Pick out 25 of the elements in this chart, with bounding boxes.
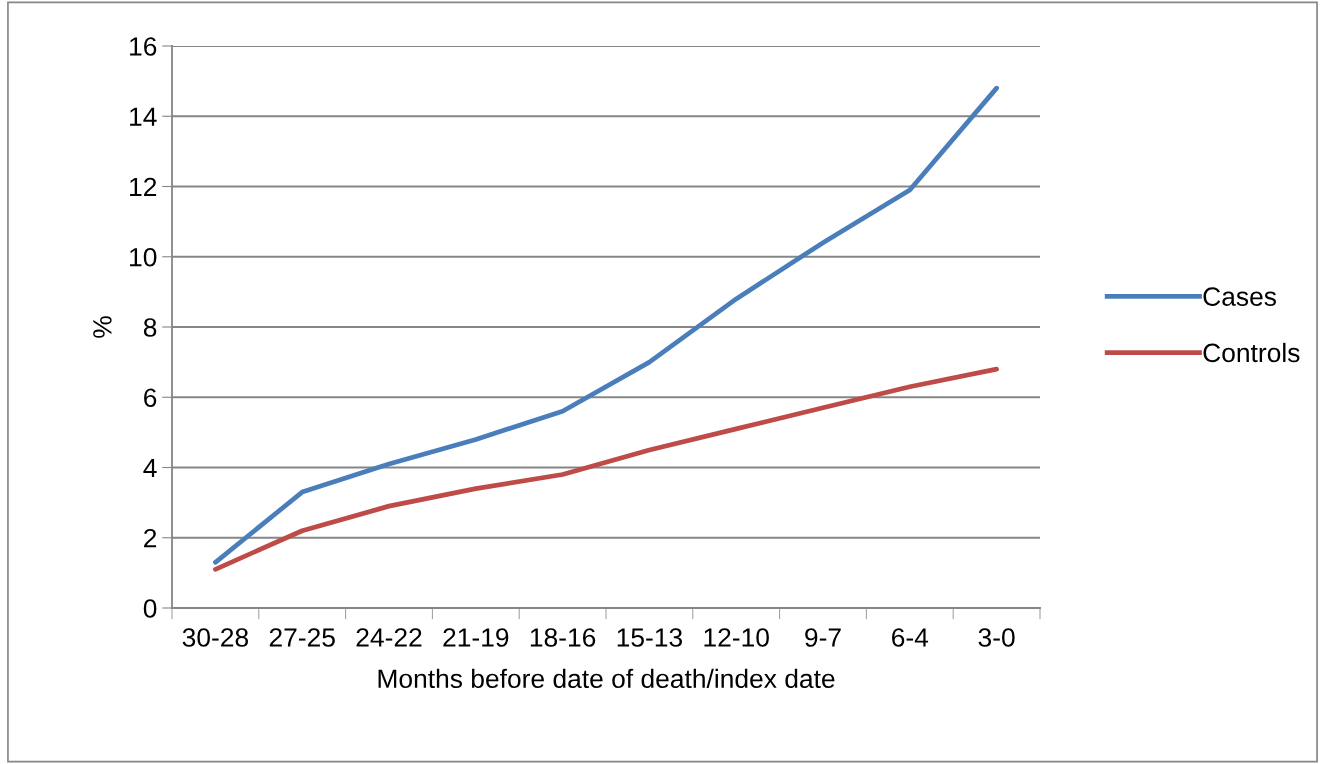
x-axis-title: Months before date of death/index date xyxy=(378,668,835,689)
legend-label: Cases xyxy=(1203,287,1276,306)
line-series xyxy=(213,85,999,565)
y-axis-title: % xyxy=(93,316,112,338)
x-tick-label: 24-22 xyxy=(356,628,422,647)
x-tick-label: 30-28 xyxy=(182,628,248,647)
y-tick-label: 16 xyxy=(130,37,157,56)
x-tick-label: 3-0 xyxy=(978,628,1015,647)
x-tick-label: 6-4 xyxy=(892,628,929,647)
y-tick-label: 2 xyxy=(144,528,157,548)
y-tick-label: 0 xyxy=(143,599,157,618)
x-tick-label: 12-10 xyxy=(704,628,769,647)
y-tick-label: 8 xyxy=(143,318,157,337)
x-tick-label: 15-13 xyxy=(617,628,682,647)
y-tick-label: 6 xyxy=(144,388,157,408)
x-tick-label: 9-7 xyxy=(805,628,841,647)
line-series xyxy=(213,366,999,572)
x-tick-label: 27-25 xyxy=(269,628,335,647)
y-tick-label: 12 xyxy=(130,177,157,197)
y-tick-label: 10 xyxy=(130,247,157,267)
x-tick-label: 18-16 xyxy=(530,628,596,647)
x-tick-label: 21-19 xyxy=(443,628,509,647)
legend-label: Controls xyxy=(1203,342,1300,363)
y-tick-label: 14 xyxy=(130,107,157,126)
y-tick-label: 4 xyxy=(143,458,157,478)
